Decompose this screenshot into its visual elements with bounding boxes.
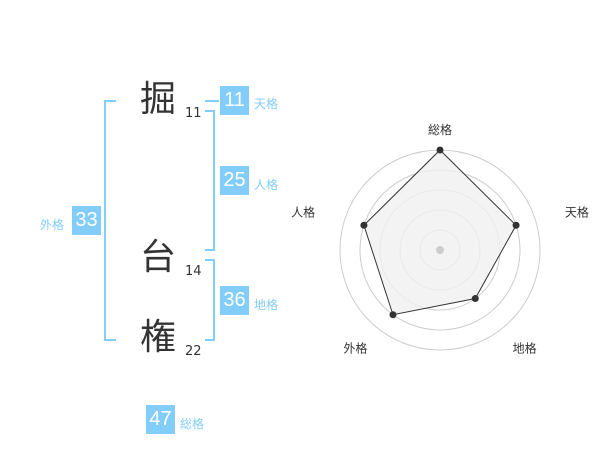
kanji-3: 権 xyxy=(140,317,177,358)
radar-point xyxy=(436,146,444,154)
radar-axis-label: 総格 xyxy=(428,122,452,137)
chikaku-label: 地格 xyxy=(254,298,279,312)
gaikaku-value: 33 xyxy=(72,206,101,235)
stroke-count-2: 14 xyxy=(185,264,202,279)
tenkaku-connector xyxy=(205,100,219,102)
radar-axis-label: 地格 xyxy=(513,341,537,356)
tenkaku-label: 天格 xyxy=(254,97,279,111)
radar-point xyxy=(512,221,520,229)
radar-axis-label: 外格 xyxy=(343,341,367,356)
stroke-count-3: 22 xyxy=(185,344,202,359)
radar-point xyxy=(389,311,397,319)
jinkaku-value: 25 xyxy=(220,166,249,195)
radar-center xyxy=(436,246,444,254)
stroke-count-1: 11 xyxy=(185,106,202,121)
radar-point xyxy=(360,221,368,229)
soukaku-value: 47 xyxy=(146,405,175,434)
radar-axis-label: 人格 xyxy=(291,204,315,219)
kanji-1: 掘 xyxy=(140,79,177,120)
radar-point xyxy=(471,295,479,303)
radar-axis-label: 天格 xyxy=(565,204,589,219)
tenkaku-value: 11 xyxy=(220,86,249,115)
jinkaku-label: 人格 xyxy=(254,178,279,192)
soukaku-label: 総格 xyxy=(180,417,205,431)
chikaku-value: 36 xyxy=(220,286,249,315)
kanji-2: 台 xyxy=(140,237,177,278)
gaikaku-label: 外格 xyxy=(40,218,65,232)
radar-polygon xyxy=(363,149,517,316)
